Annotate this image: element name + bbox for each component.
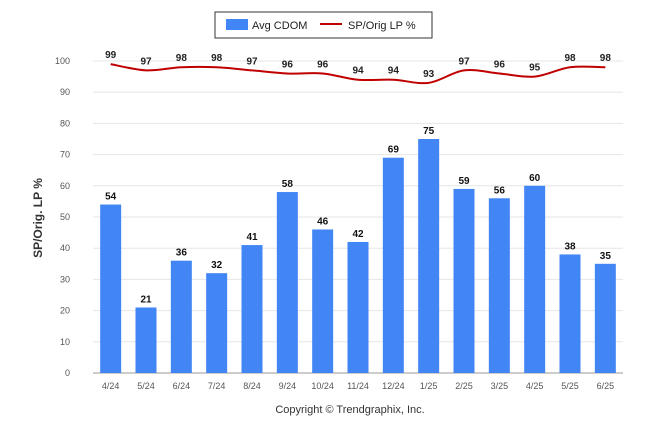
line-value-label: 96 [282, 59, 294, 70]
x-tick-label: 2/25 [455, 381, 473, 391]
x-tick-label: 3/25 [491, 381, 509, 391]
bar [559, 254, 581, 373]
line-value-label: 97 [246, 56, 258, 67]
line-value-label: 93 [423, 69, 435, 80]
x-tick-label: 7/24 [208, 381, 226, 391]
copyright-text: Copyright © Trendgraphix, Inc. [275, 404, 424, 416]
line-value-label: 98 [211, 53, 223, 64]
bar [100, 204, 122, 373]
y-axis-label: SP/Orig. LP % [31, 178, 45, 258]
bar [488, 198, 510, 373]
bar-value-label: 21 [140, 294, 152, 305]
bar-value-label: 58 [282, 179, 294, 190]
x-axis-ticks: 4/24 5/24 6/24 7/24 8/24 9/24 10/24 11/24 12/24 1… [102, 381, 614, 391]
line-value-label: 98 [176, 53, 188, 64]
legend-swatch-bars [226, 19, 248, 30]
line-value-label: 95 [529, 63, 541, 74]
y-tick-label: 50 [60, 212, 70, 222]
bar [347, 241, 369, 373]
bar-value-label: 75 [423, 126, 435, 137]
x-tick-label: 9/24 [279, 381, 297, 391]
line-value-label: 96 [494, 59, 506, 70]
bar [594, 263, 616, 373]
x-tick-label: 12/24 [382, 381, 405, 391]
y-tick-label: 80 [60, 118, 70, 128]
y-tick-label: 0 [65, 368, 70, 378]
bar-value-label: 36 [176, 248, 188, 259]
bar-value-label: 54 [105, 192, 117, 203]
bar-value-label: 56 [494, 185, 506, 196]
x-tick-label: 4/24 [102, 381, 120, 391]
x-tick-label: 8/24 [243, 381, 261, 391]
x-tick-label: 4/25 [526, 381, 544, 391]
legend-label-bars: Avg CDOM [252, 20, 307, 32]
bar-series: 54 21 36 32 41 58 46 42 69 75 59 56 60 38 35 [100, 126, 616, 373]
x-tick-label: 1/25 [420, 381, 438, 391]
y-tick-label: 30 [60, 274, 70, 284]
x-tick-label: 10/24 [311, 381, 334, 391]
y-tick-label: 90 [60, 87, 70, 97]
y-tick-label: 10 [60, 337, 70, 347]
bar-value-label: 42 [352, 229, 364, 240]
bar-value-label: 69 [388, 145, 400, 156]
bar [135, 307, 157, 373]
line-value-label: 98 [600, 53, 612, 64]
x-tick-label: 6/24 [173, 381, 191, 391]
bar-value-label: 60 [529, 173, 541, 184]
y-tick-label: 70 [60, 150, 70, 160]
line-value-label: 99 [105, 50, 117, 61]
bar [276, 192, 298, 373]
y-tick-label: 60 [60, 181, 70, 191]
bar-value-label: 46 [317, 216, 329, 227]
bar-value-label: 32 [211, 260, 223, 271]
legend-label-line: SP/Orig LP % [348, 20, 416, 32]
line-value-label: 96 [317, 59, 329, 70]
line-value-label: 98 [564, 53, 576, 64]
bar [241, 245, 263, 373]
bar [170, 260, 192, 373]
line-value-label: 94 [352, 66, 364, 77]
line-series: 99 97 98 98 97 96 96 94 94 93 97 96 95 98 98 [105, 50, 612, 85]
bar-value-label: 38 [564, 241, 576, 252]
line-series-path [110, 63, 606, 85]
line-value-label: 97 [140, 56, 152, 67]
bar [382, 157, 404, 373]
bar-value-label: 35 [600, 251, 612, 262]
x-tick-label: 6/25 [597, 381, 615, 391]
bar [312, 229, 334, 373]
x-tick-label: 5/25 [561, 381, 579, 391]
x-tick-label: 5/24 [137, 381, 155, 391]
y-axis-ticks: 0 10 20 30 40 50 60 70 80 90 100 [55, 56, 70, 378]
bar-value-label: 59 [458, 176, 470, 187]
bar [524, 185, 546, 373]
bar [206, 273, 228, 373]
bar-value-label: 41 [246, 232, 258, 243]
line-value-label: 94 [388, 66, 400, 77]
legend: Avg CDOM SP/Orig LP % [214, 11, 433, 39]
y-tick-label: 40 [60, 243, 70, 253]
line-value-label: 97 [458, 56, 470, 67]
y-tick-label: 20 [60, 306, 70, 316]
bar [418, 139, 440, 373]
bar [453, 188, 475, 373]
x-tick-label: 11/24 [347, 381, 369, 391]
y-tick-label: 100 [55, 56, 70, 66]
